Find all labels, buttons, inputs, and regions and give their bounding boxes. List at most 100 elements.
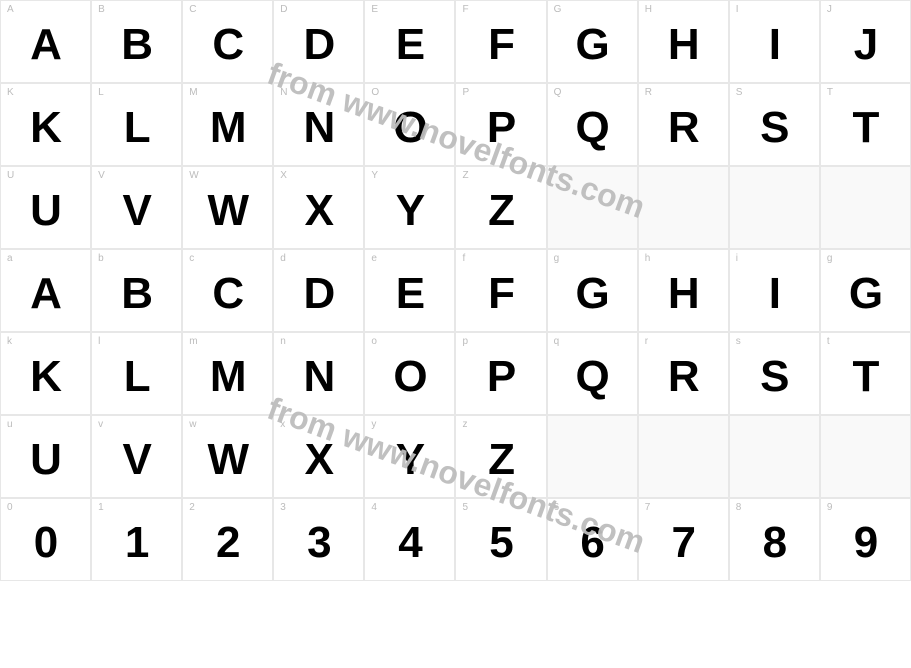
cell-glyph: V bbox=[122, 186, 150, 236]
glyph-cell: XX bbox=[273, 166, 364, 249]
cell-label: b bbox=[98, 253, 104, 264]
cell-glyph: 1 bbox=[125, 518, 148, 568]
glyph-cell: 99 bbox=[820, 498, 911, 581]
glyph-cell: II bbox=[729, 0, 820, 83]
glyph-cell: BB bbox=[91, 0, 182, 83]
cell-glyph: Y bbox=[396, 186, 424, 236]
cell-label: K bbox=[7, 87, 14, 98]
glyph-cell: OO bbox=[364, 83, 455, 166]
glyph-cell: HH bbox=[638, 0, 729, 83]
cell-glyph: L bbox=[124, 352, 150, 402]
glyph-cell bbox=[820, 415, 911, 498]
glyph-cell: 55 bbox=[455, 498, 546, 581]
glyph-cell: bB bbox=[91, 249, 182, 332]
cell-label: y bbox=[371, 419, 376, 430]
cell-glyph: E bbox=[396, 269, 424, 319]
cell-glyph: 6 bbox=[580, 518, 603, 568]
glyph-cell: pP bbox=[455, 332, 546, 415]
cell-glyph: B bbox=[121, 20, 152, 70]
cell-glyph: Z bbox=[488, 435, 514, 485]
glyph-cell: tT bbox=[820, 332, 911, 415]
cell-glyph: U bbox=[30, 186, 61, 236]
cell-glyph: D bbox=[303, 269, 334, 319]
glyph-cell: 77 bbox=[638, 498, 729, 581]
cell-glyph: R bbox=[668, 103, 699, 153]
glyph-cell: lL bbox=[91, 332, 182, 415]
cell-glyph: N bbox=[303, 103, 334, 153]
cell-glyph: Q bbox=[576, 352, 609, 402]
cell-label: O bbox=[371, 87, 379, 98]
glyph-cell: WW bbox=[182, 166, 273, 249]
cell-glyph: W bbox=[207, 186, 248, 236]
cell-glyph: S bbox=[760, 352, 788, 402]
glyph-cell: GG bbox=[547, 0, 638, 83]
glyph-cell: qQ bbox=[547, 332, 638, 415]
glyph-cell: iI bbox=[729, 249, 820, 332]
glyph-cell: 22 bbox=[182, 498, 273, 581]
glyph-cell: cC bbox=[182, 249, 273, 332]
glyph-cell: aA bbox=[0, 249, 91, 332]
glyph-cell: xX bbox=[273, 415, 364, 498]
cell-label: w bbox=[189, 419, 196, 430]
cell-label: S bbox=[736, 87, 743, 98]
cell-glyph: K bbox=[30, 103, 61, 153]
glyph-cell: UU bbox=[0, 166, 91, 249]
cell-label: k bbox=[7, 336, 12, 347]
cell-glyph: A bbox=[30, 269, 61, 319]
cell-glyph: F bbox=[488, 269, 514, 319]
glyph-cell: nN bbox=[273, 332, 364, 415]
cell-label: h bbox=[645, 253, 651, 264]
cell-label: Z bbox=[462, 170, 468, 181]
cell-label: 9 bbox=[827, 502, 833, 513]
glyph-cell: LL bbox=[91, 83, 182, 166]
cell-label: g bbox=[554, 253, 560, 264]
cell-glyph: 7 bbox=[671, 518, 694, 568]
cell-glyph: E bbox=[396, 20, 424, 70]
glyph-cell: SS bbox=[729, 83, 820, 166]
cell-glyph: G bbox=[849, 269, 882, 319]
glyph-cell: uU bbox=[0, 415, 91, 498]
cell-label: T bbox=[827, 87, 833, 98]
cell-glyph: W bbox=[207, 435, 248, 485]
cell-glyph: P bbox=[487, 352, 515, 402]
cell-label: g bbox=[827, 253, 833, 264]
cell-glyph: 9 bbox=[854, 518, 877, 568]
glyph-cell: PP bbox=[455, 83, 546, 166]
glyph-cell: sS bbox=[729, 332, 820, 415]
cell-label: v bbox=[98, 419, 103, 430]
cell-glyph: Y bbox=[396, 435, 424, 485]
cell-label: V bbox=[98, 170, 105, 181]
cell-glyph: 3 bbox=[307, 518, 330, 568]
cell-glyph: L bbox=[124, 103, 150, 153]
cell-label: G bbox=[554, 4, 562, 15]
glyph-cell: gG bbox=[820, 249, 911, 332]
cell-label: W bbox=[189, 170, 198, 181]
cell-glyph: R bbox=[668, 352, 699, 402]
glyph-cell: 44 bbox=[364, 498, 455, 581]
cell-label: D bbox=[280, 4, 287, 15]
glyph-table: AABBCCDDEEFFGGHHIIJJKKLLMMNNOOPPQQRRSSTT… bbox=[0, 0, 911, 581]
glyph-cell: VV bbox=[91, 166, 182, 249]
cell-label: m bbox=[189, 336, 197, 347]
glyph-cell bbox=[547, 166, 638, 249]
glyph-cell: ZZ bbox=[455, 166, 546, 249]
cell-label: 6 bbox=[554, 502, 560, 513]
glyph-cell: yY bbox=[364, 415, 455, 498]
glyph-cell: YY bbox=[364, 166, 455, 249]
glyph-cell: 33 bbox=[273, 498, 364, 581]
glyph-cell: RR bbox=[638, 83, 729, 166]
cell-label: 0 bbox=[7, 502, 13, 513]
cell-label: s bbox=[736, 336, 741, 347]
glyph-cell: fF bbox=[455, 249, 546, 332]
cell-glyph: X bbox=[305, 435, 333, 485]
glyph-cell: AA bbox=[0, 0, 91, 83]
glyph-cell: mM bbox=[182, 332, 273, 415]
cell-glyph: B bbox=[121, 269, 152, 319]
cell-label: J bbox=[827, 4, 832, 15]
cell-glyph: M bbox=[210, 352, 246, 402]
cell-label: 4 bbox=[371, 502, 377, 513]
glyph-cell bbox=[638, 166, 729, 249]
glyph-cell: EE bbox=[364, 0, 455, 83]
cell-label: 7 bbox=[645, 502, 651, 513]
glyph-cell: NN bbox=[273, 83, 364, 166]
